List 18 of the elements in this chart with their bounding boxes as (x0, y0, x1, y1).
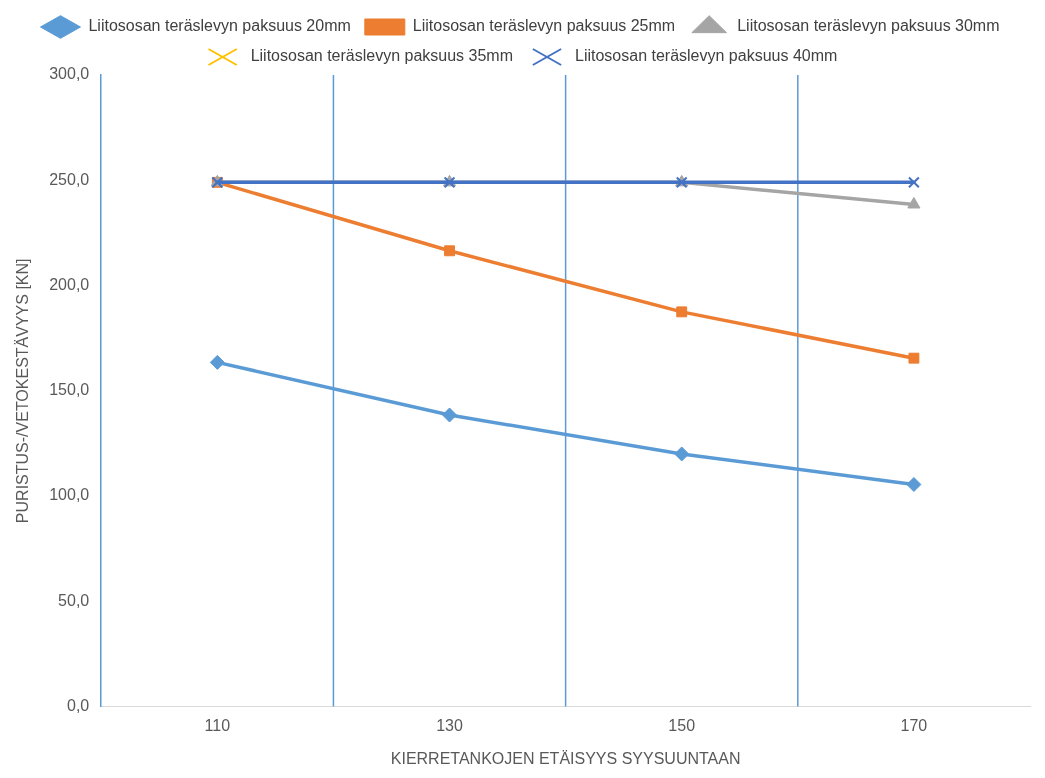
x-axis-title: KIERRETANKOJEN ETÄISYYS SYYSUUNTAAN (390, 749, 741, 767)
y-tick-label: 50,0 (58, 591, 90, 609)
legend-label: Liitososan teräslevyn paksuus 20mm (88, 17, 351, 35)
x-tick-label: 170 (900, 716, 928, 734)
y-tick-label: 0,0 (66, 697, 90, 715)
y-axis-title: PURISTUS-/VETOKESTÄVYYS [KN] (14, 258, 32, 524)
x-tick-label: 130 (436, 716, 463, 734)
x-tick-label: 150 (668, 716, 696, 734)
legend-label: Liitososan teräslevyn paksuus 40mm (575, 47, 838, 65)
y-tick-label: 200,0 (49, 275, 90, 293)
y-tick-label: 100,0 (49, 486, 90, 504)
legend-label: Liitososan teräslevyn paksuus 25mm (412, 17, 676, 35)
y-tick-label: 300,0 (49, 65, 90, 83)
legend-label: Liitososan teräslevyn paksuus 35mm (250, 47, 514, 65)
y-tick-label: 150,0 (49, 381, 90, 399)
x-tick-label: 110 (204, 716, 231, 734)
legend-label: Liitososan teräslevyn paksuus 30mm (737, 17, 1000, 35)
y-tick-label: 250,0 (49, 170, 90, 188)
